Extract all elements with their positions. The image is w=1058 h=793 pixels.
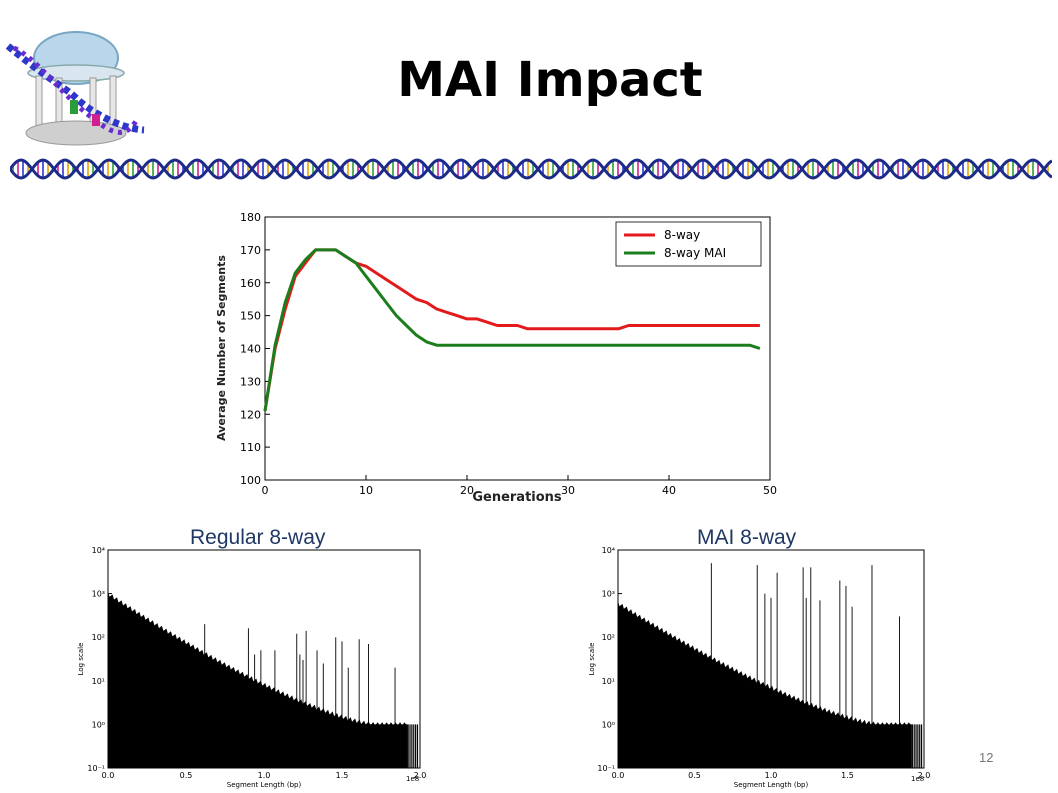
- legend-label-8-way: 8-way: [664, 228, 700, 242]
- dna-strand: [10, 158, 1052, 180]
- old-well-dna-logo-icon: [6, 31, 145, 146]
- y-tick-label: 120: [240, 408, 261, 421]
- x-tick-label: 0.5: [688, 771, 701, 780]
- y-tick-label: 10¹: [602, 677, 615, 686]
- legend: 8-way 8-way MAI: [615, 221, 762, 267]
- subchart-label-regular: Regular 8-way: [190, 526, 326, 549]
- y-tick-label: 10²: [92, 633, 105, 642]
- y-tick-label: 180: [240, 211, 261, 224]
- page-title: MAI Impact: [397, 52, 703, 108]
- y-tick-label: 10⁰: [602, 720, 615, 729]
- regular-8-way-histogram: 0.0 0.5 1.0 1.5 2.0 10⁻¹ 10⁰ 10¹ 10² 10³ 10⁴ Log s…: [77, 546, 427, 789]
- x-tick-label: 0.0: [102, 771, 115, 780]
- x-tick-label: 1.5: [336, 771, 349, 780]
- y-tick-label: 10¹: [92, 677, 105, 686]
- x-tick-label: 20: [460, 484, 474, 497]
- dna-helix-banner-icon: [10, 158, 1052, 180]
- histogram-body: [108, 591, 408, 768]
- legend-label-8-way-mai: 8-way MAI: [664, 246, 726, 260]
- y-tick-label: 170: [240, 244, 261, 257]
- x-tick-label: 2.0: [414, 771, 427, 780]
- series-line-8-way-mai: [263, 248, 761, 412]
- y-tick-label: 10⁻¹: [597, 764, 615, 773]
- x-tick-label: 0.5: [180, 771, 193, 780]
- x-axis-label: Generations: [472, 490, 562, 505]
- x-multiplier: 1e8: [911, 775, 924, 783]
- y-tick-label: 140: [240, 343, 261, 356]
- x-tick-label: 2.0: [918, 771, 931, 780]
- y-tick-label: 10⁻¹: [87, 764, 105, 773]
- y-tick-label: 150: [240, 310, 261, 323]
- y-axis-label: Average Number of Segments: [215, 255, 228, 441]
- y-tick-label: 10³: [602, 590, 615, 599]
- histogram-x-label: Segment Length (bp): [227, 781, 302, 789]
- histogram-y-label: Log scale: [77, 643, 85, 676]
- main-line-chart: 0 10 20 30 40 50 100 110 120 130 140 150 160 170 180 A…: [215, 211, 777, 505]
- y-tick-label: 10²: [602, 633, 615, 642]
- dna-strand: [10, 158, 1052, 180]
- x-tick-label: 40: [662, 484, 676, 497]
- page-number: 12: [979, 750, 994, 765]
- x-tick-label: 0.0: [612, 771, 625, 780]
- x-tick-label: 30: [561, 484, 575, 497]
- mai-8-way-histogram: 0.0 0.5 1.0 1.5 2.0 10⁻¹ 10⁰ 10¹ 10² 10³ 10⁴ Log s…: [588, 546, 931, 789]
- y-tick-label: 10⁰: [92, 720, 105, 729]
- x-multiplier: 1e8: [406, 775, 419, 783]
- x-tick-label: 10: [359, 484, 373, 497]
- x-tick-label: 1.5: [841, 771, 854, 780]
- histogram-y-label: Log scale: [588, 643, 596, 676]
- histogram-body: [618, 601, 912, 768]
- x-tick-label: 1.0: [258, 771, 271, 780]
- y-tick-label: 10⁴: [602, 546, 615, 555]
- y-tick-label: 100: [240, 474, 261, 487]
- x-tick-label: 1.0: [765, 771, 778, 780]
- histogram-x-label: Segment Length (bp): [734, 781, 809, 789]
- y-tick-label: 130: [240, 375, 261, 388]
- y-tick-label: 10⁴: [92, 546, 105, 555]
- x-tick-label: 0: [262, 484, 269, 497]
- x-tick-label: 50: [763, 484, 777, 497]
- subchart-label-mai: MAI 8-way: [697, 526, 797, 549]
- y-tick-label: 10³: [92, 590, 105, 599]
- y-tick-label: 160: [240, 277, 261, 290]
- y-tick-label: 110: [240, 441, 261, 454]
